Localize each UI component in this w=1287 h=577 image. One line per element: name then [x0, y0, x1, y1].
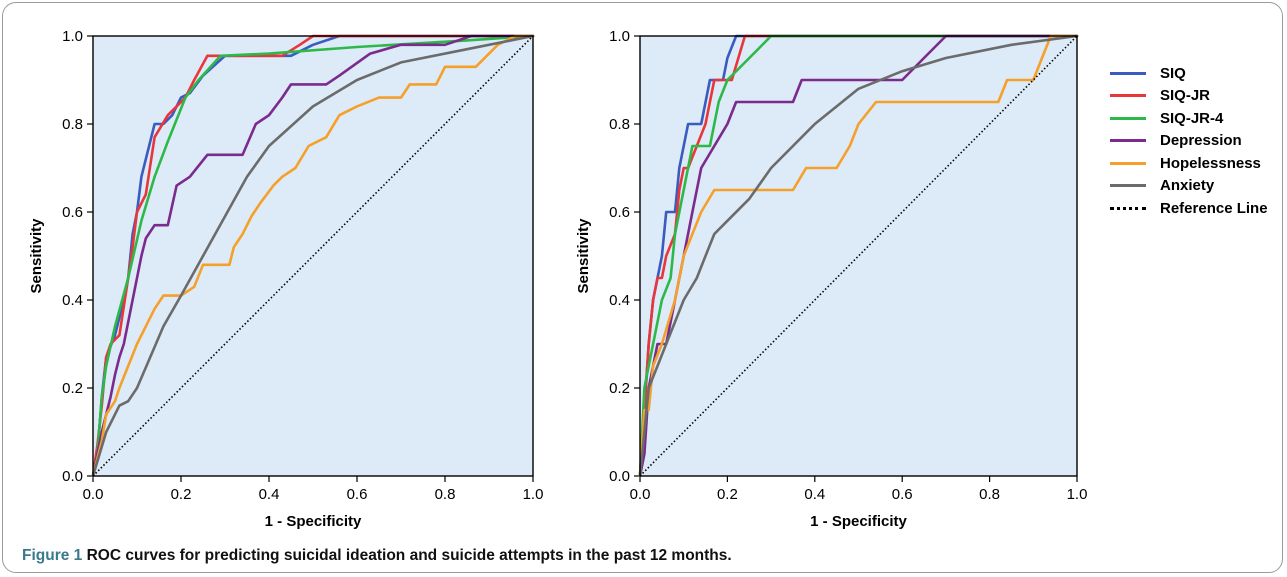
legend-swatch [1110, 139, 1146, 143]
series-line-siq-jr-4 [91, 34, 535, 478]
x-axis-label: 1 - Specificity [810, 513, 907, 530]
x-tick-label: 0.6 [892, 486, 913, 503]
series-line-reference-line [92, 35, 534, 477]
y-tick-label: 0.4 [62, 292, 83, 309]
plot-border-2 [639, 35, 1078, 477]
x-tick-label: 0.6 [347, 486, 368, 503]
series-line-anxiety [638, 34, 1079, 478]
y-tick-label: 1.0 [609, 28, 630, 45]
y-tick-label: 1.0 [62, 28, 83, 45]
legend-item: SIQ [1110, 62, 1268, 85]
y-tick-label: 0.0 [62, 468, 83, 485]
legend-item: Depression [1110, 130, 1268, 153]
y-tick-label: 0.6 [609, 204, 630, 221]
legend-item: Reference Line [1110, 197, 1268, 220]
legend-swatch [1110, 184, 1146, 188]
legend: SIQ SIQ-JR SIQ-JR-4 Depression Hopelessness A… [1110, 62, 1268, 220]
plot-border-1 [92, 35, 534, 477]
x-tick-label: 1.0 [523, 486, 544, 503]
legend-swatch [1110, 116, 1146, 120]
x-tick-label: 0.2 [171, 486, 192, 503]
legend-swatch [1110, 94, 1146, 98]
legend-label: Reference Line [1160, 199, 1268, 217]
y-tick-label: 0.8 [62, 116, 83, 133]
y-tick-label: 0.4 [609, 292, 630, 309]
series-line-siq-jr [638, 34, 1079, 478]
legend-item: Hopelessness [1110, 152, 1268, 175]
x-tick-label: 0.8 [979, 486, 1000, 503]
x-tick-label: 1.0 [1067, 486, 1088, 503]
legend-item: SIQ-JR [1110, 85, 1268, 108]
x-tick-label: 0.0 [83, 486, 104, 503]
legend-label: SIQ [1160, 64, 1186, 82]
series-line-hopelessness [638, 34, 1079, 478]
y-tick-label: 0.0 [609, 468, 630, 485]
y-axis-label: Sensitivity [28, 218, 45, 294]
legend-swatch [1110, 71, 1146, 75]
x-tick-label: 0.4 [804, 486, 825, 503]
legend-label: Depression [1160, 132, 1242, 150]
legend-swatch [1110, 161, 1146, 165]
figure-caption: Figure 1 ROC curves for predicting suici… [22, 547, 732, 565]
x-tick-label: 0.2 [717, 486, 738, 503]
series-line-siq-jr-4 [638, 34, 1079, 478]
legend-label: Hopelessness [1160, 154, 1261, 172]
y-tick-label: 0.2 [62, 380, 83, 397]
series-line-hopelessness [91, 34, 535, 478]
legend-label: SIQ-JR-4 [1160, 109, 1224, 127]
legend-item: Anxiety [1110, 175, 1268, 198]
x-axis-label: 1 - Specificity [265, 513, 362, 530]
plot-area-2 [640, 36, 1077, 476]
legend-label: Anxiety [1160, 177, 1215, 195]
legend-swatch [1110, 206, 1146, 210]
legend-item: SIQ-JR-4 [1110, 107, 1268, 130]
series-line-siq-jr [91, 34, 535, 478]
series-line-depression [638, 34, 1079, 478]
caption-label: Figure 1 [22, 547, 83, 564]
y-tick-label: 0.2 [609, 380, 630, 397]
series-line-anxiety [91, 34, 535, 478]
caption-text: ROC curves for predicting suicidal ideat… [82, 547, 732, 564]
x-tick-label: 0.0 [630, 486, 651, 503]
y-axis-label: Sensitivity [575, 218, 592, 294]
x-tick-label: 0.8 [435, 486, 456, 503]
legend-label: SIQ-JR [1160, 87, 1211, 105]
x-tick-label: 0.4 [259, 486, 280, 503]
series-line-depression [91, 34, 535, 478]
y-tick-label: 0.8 [609, 116, 630, 133]
y-tick-label: 0.6 [62, 204, 83, 221]
